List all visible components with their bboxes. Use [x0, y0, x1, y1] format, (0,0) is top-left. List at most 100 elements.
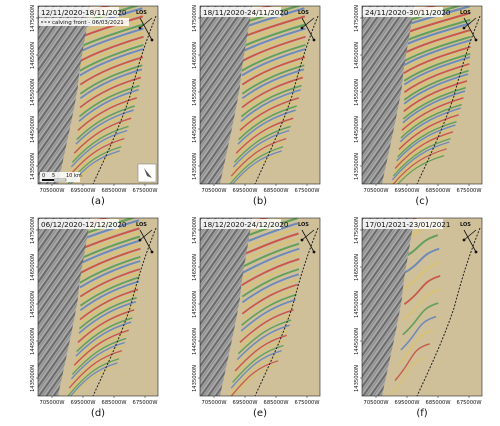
x-tick-label: 695000W — [395, 188, 420, 194]
x-tick-label: 675000W — [295, 188, 320, 194]
svg-text:LOS: LOS — [136, 222, 147, 228]
x-tick-label: 675000W — [133, 400, 158, 406]
terrain-relief — [200, 6, 252, 184]
x-tick-label: 685000W — [102, 400, 127, 406]
y-tick-label: 1455000N — [30, 79, 36, 106]
panel-frame — [199, 5, 321, 185]
x-tick-label: 685000W — [264, 188, 289, 194]
x-tick-label: 685000W — [102, 188, 127, 194]
calving-front-line — [92, 227, 157, 396]
panel-a: 12/11/2020-18/11/2020 LOS calving front - … — [30, 5, 159, 207]
panel-caption: (a) — [91, 196, 105, 207]
x-tick-label: 675000W — [133, 188, 158, 194]
los-arrow: LOS — [136, 10, 154, 42]
svg-text:LOS: LOS — [460, 222, 471, 228]
svg-text:LOS: LOS — [136, 10, 147, 16]
x-tick-label: 705000W — [40, 188, 65, 194]
svg-text:18/12/2020-24/12/2020: 18/12/2020-24/12/2020 — [203, 220, 289, 229]
y-tick-label: 1435000N — [30, 365, 36, 392]
y-tick-label: 1465000N — [192, 254, 198, 281]
y-tick-label: 1455000N — [192, 79, 198, 106]
panel-frame — [199, 217, 321, 397]
y-tick-label: 1445000N — [192, 328, 198, 355]
y-tick-label: 1445000N — [192, 116, 198, 143]
x-tick-label: 705000W — [40, 400, 65, 406]
y-tick-label: 1475000N — [192, 5, 198, 32]
terrain-relief — [38, 218, 90, 396]
y-tick-label: 1435000N — [192, 365, 198, 392]
terrain-relief — [38, 6, 90, 184]
x-tick-label: 705000W — [202, 188, 227, 194]
x-tick-label: 695000W — [395, 400, 420, 406]
x-tick-label: 685000W — [264, 400, 289, 406]
x-tick-label: 695000W — [233, 400, 258, 406]
panel-frame — [361, 217, 483, 397]
x-tick-label: 685000W — [426, 188, 451, 194]
panel-caption: (e) — [253, 408, 267, 419]
x-tick-label: 705000W — [364, 400, 389, 406]
svg-text:LOS: LOS — [298, 10, 309, 16]
date-range-label: 24/11/2020-30/11/2020 — [363, 7, 451, 17]
x-tick-label: 695000W — [71, 400, 96, 406]
scalebar: 0 5 10 km — [40, 172, 82, 182]
svg-text:24/11/2020-30/11/2020: 24/11/2020-30/11/2020 — [365, 8, 451, 17]
svg-text:0: 0 — [42, 173, 45, 179]
svg-text:06/12/2020-12/12/2020: 06/12/2020-12/12/2020 — [41, 220, 127, 229]
date-range-label: 06/12/2020-12/12/2020 — [39, 219, 127, 229]
svg-text:17/01/2021-23/01/2021: 17/01/2021-23/01/2021 — [365, 220, 450, 229]
y-tick-label: 1455000N — [192, 291, 198, 318]
panel-b: 18/11/2020-24/11/2020 LOS 1475000N 1465000N… — [192, 5, 321, 207]
svg-text:LOS: LOS — [460, 10, 471, 16]
calving-front-line — [92, 15, 157, 184]
panel-frame — [37, 217, 159, 397]
y-tick-label: 1465000N — [30, 42, 36, 69]
y-tick-label: 1445000N — [354, 116, 360, 143]
svg-text:18/11/2020-24/11/2020: 18/11/2020-24/11/2020 — [203, 8, 289, 17]
y-tick-label: 1465000N — [354, 254, 360, 281]
x-tick-label: 705000W — [364, 188, 389, 194]
los-arrow: LOS — [298, 10, 316, 42]
y-tick-label: 1455000N — [354, 291, 360, 318]
svg-text:LOS: LOS — [298, 222, 309, 228]
calving-front-line — [416, 227, 481, 396]
los-arrow: LOS — [460, 10, 478, 42]
panel-d: 06/12/2020-12/12/2020 LOS 1475000N 1465000N… — [30, 217, 159, 419]
panel-caption: (d) — [91, 408, 105, 419]
panel-caption: (b) — [253, 196, 267, 207]
date-range-label: 18/11/2020-24/11/2020 — [201, 7, 289, 17]
y-tick-label: 1475000N — [30, 5, 36, 32]
y-tick-label: 1465000N — [30, 254, 36, 281]
x-tick-label: 695000W — [233, 188, 258, 194]
y-tick-label: 1455000N — [354, 79, 360, 106]
panel-frame — [37, 5, 159, 185]
y-tick-label: 1435000N — [30, 153, 36, 180]
y-tick-label: 1445000N — [354, 328, 360, 355]
svg-text:calving front - 06/03/2021: calving front - 06/03/2021 — [52, 20, 124, 26]
panel-c: 24/11/2020-30/11/2020 LOS 1475000N 1465000N… — [354, 5, 483, 207]
y-tick-label: 1475000N — [354, 217, 360, 244]
panel-caption: (c) — [415, 196, 428, 207]
x-tick-label: 675000W — [457, 400, 482, 406]
date-range-label: 12/11/2020-18/11/2020 — [39, 7, 127, 17]
panel-caption: (f) — [416, 408, 427, 419]
terrain-relief — [362, 218, 414, 396]
y-tick-label: 1475000N — [30, 217, 36, 244]
y-tick-label: 1465000N — [354, 42, 360, 69]
north-arrow-icon — [137, 163, 157, 183]
y-tick-label: 1455000N — [30, 291, 36, 318]
calving-front-line — [254, 227, 319, 396]
calving-front-line — [254, 15, 319, 184]
svg-text:10 km: 10 km — [66, 173, 82, 179]
y-tick-label: 1435000N — [354, 153, 360, 180]
y-tick-label: 1475000N — [354, 5, 360, 32]
terrain-relief — [362, 6, 414, 184]
los-arrow: LOS — [460, 222, 478, 254]
x-tick-label: 675000W — [457, 188, 482, 194]
y-tick-label: 1445000N — [30, 116, 36, 143]
los-arrow: LOS — [136, 222, 154, 254]
los-arrow: LOS — [298, 222, 316, 254]
calving-front-line — [416, 15, 481, 184]
y-tick-label: 1465000N — [192, 42, 198, 69]
panel-e: 18/12/2020-24/12/2020 LOS 1475000N 1465000N… — [192, 217, 321, 419]
